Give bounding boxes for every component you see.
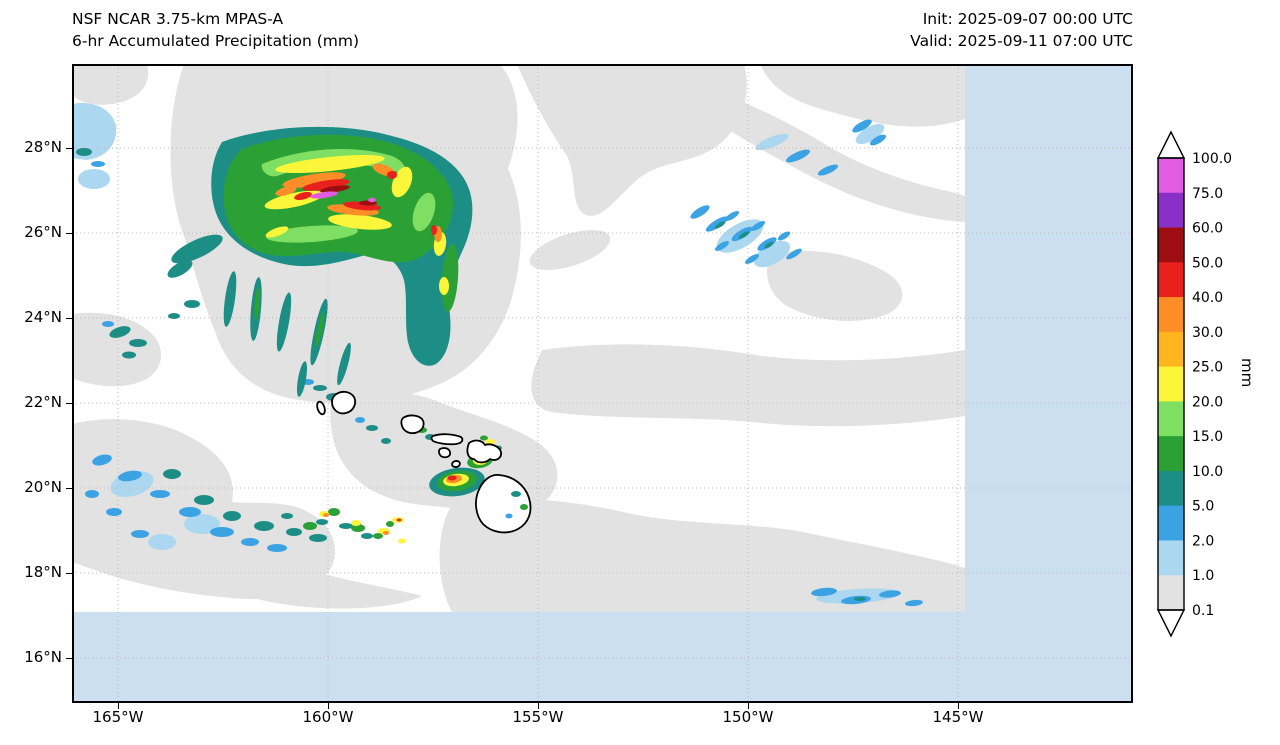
- colorbar-tick-label: 75.0: [1192, 186, 1223, 202]
- y-axis-tick-label: 24°N: [24, 308, 62, 326]
- y-axis-tick-label: 16°N: [24, 648, 62, 666]
- colorbar-tick-label: 25.0: [1192, 360, 1223, 376]
- colorbar-svg: 100.0 75.0 60.0 50.0 40.0 30.0 25.0 20.0 15.0 10.…: [1156, 130, 1232, 638]
- colorbar-unit-label: mm: [1238, 358, 1256, 388]
- x-axis-tick-mark: [537, 703, 539, 709]
- island-hawaii: [475, 474, 532, 534]
- colorbar: 100.0 75.0 60.0 50.0 40.0 30.0 25.0 20.0 15.0 10.…: [1150, 130, 1260, 650]
- colorbar-under-arrow: [1156, 609, 1186, 638]
- y-axis-tick-mark: [66, 572, 72, 574]
- init-time: Init: 2025-09-07 00:00 UTC: [922, 10, 1133, 28]
- colorbar-tick-label: 20.0: [1192, 394, 1223, 410]
- island-molokai: [430, 433, 464, 446]
- colorbar-tick-label: 30.0: [1192, 325, 1223, 341]
- colorbar-segment: [1158, 366, 1184, 402]
- island-precip-specks: [505, 491, 528, 519]
- colorbar-segment: [1158, 436, 1184, 472]
- y-axis-tick-label: 20°N: [24, 478, 62, 496]
- valid-time: Valid: 2025-09-11 07:00 UTC: [910, 32, 1133, 50]
- figure-times: Init: 2025-09-07 00:00 UTC Valid: 2025-09…: [910, 8, 1133, 52]
- x-axis-tick-mark: [957, 703, 959, 709]
- x-axis-tick-label: 145°W: [932, 708, 984, 726]
- colorbar-tick-label: 15.0: [1192, 429, 1223, 445]
- x-axis-tick-label: 160°W: [302, 708, 354, 726]
- x-axis-tick-mark: [327, 703, 329, 709]
- y-axis-tick-mark: [66, 147, 72, 149]
- y-axis-tick-label: 18°N: [24, 563, 62, 581]
- colorbar-segment: [1158, 297, 1184, 333]
- scattered-showers: [76, 119, 923, 607]
- colorbar-tick-label: 60.0: [1192, 221, 1223, 237]
- map-plot-area: [72, 64, 1133, 703]
- island-kauai: [331, 390, 357, 415]
- colorbar-tick-label: 2.0: [1192, 533, 1214, 549]
- x-axis-tick-label: 150°W: [722, 708, 774, 726]
- colorbar-tick-label: 100.0: [1192, 151, 1232, 167]
- y-axis-tick-mark: [66, 232, 72, 234]
- island-kahoolawe: [451, 460, 461, 468]
- figure-title: NSF NCAR 3.75-km MPAS-A 6-hr Accumulated …: [72, 8, 359, 52]
- product-name: 6-hr Accumulated Precipitation (mm): [72, 32, 359, 50]
- precipitation-map: [72, 64, 1133, 703]
- colorbar-outline: [1157, 157, 1185, 611]
- x-axis-tick-label: 155°W: [512, 708, 564, 726]
- colorbar-segment: [1158, 470, 1184, 507]
- y-axis-tick-mark: [66, 487, 72, 489]
- colorbar-tick-label: 50.0: [1192, 255, 1223, 271]
- colorbar-tick-label: 5.0: [1192, 499, 1214, 515]
- colorbar-over-arrow: [1156, 130, 1186, 159]
- y-axis-tick-mark: [66, 317, 72, 319]
- colorbar-segment: [1158, 540, 1184, 576]
- hawaiian-islands: [316, 390, 532, 534]
- colorbar-segment: [1158, 401, 1184, 437]
- x-axis-tick-mark: [747, 703, 749, 709]
- ocean-bottom-strip: [72, 612, 965, 703]
- colorbar-segment: [1158, 575, 1184, 611]
- y-axis-tick-label: 22°N: [24, 393, 62, 411]
- colorbar-tick-label: 0.1: [1192, 603, 1214, 619]
- map-frame: [72, 64, 1133, 703]
- y-axis-tick-mark: [66, 657, 72, 659]
- tropical-cyclone-precip: [167, 126, 473, 397]
- y-axis-tick-label: 26°N: [24, 223, 62, 241]
- colorbar-tick-label: 1.0: [1192, 568, 1214, 584]
- island-maui: [466, 439, 502, 464]
- colorbar-segment: [1158, 227, 1184, 263]
- colorbar-segment: [1158, 505, 1184, 541]
- x-axis-tick-mark: [117, 703, 119, 709]
- colorbar-tick-label: 40.0: [1192, 290, 1223, 306]
- colorbar-segment: [1158, 158, 1184, 194]
- colorbar-segment: [1158, 262, 1184, 298]
- colorbar-segment: [1158, 192, 1184, 229]
- colorbar-tick-label: 10.0: [1192, 464, 1223, 480]
- island-lanai: [438, 447, 452, 459]
- model-name: NSF NCAR 3.75-km MPAS-A: [72, 10, 284, 28]
- island-oahu: [400, 414, 425, 435]
- colorbar-segment: [1158, 331, 1184, 368]
- y-axis-tick-mark: [66, 402, 72, 404]
- ocean-right-strip: [965, 64, 1133, 703]
- y-axis-tick-label: 28°N: [24, 138, 62, 156]
- island-niihau: [316, 400, 326, 416]
- x-axis-tick-label: 165°W: [92, 708, 144, 726]
